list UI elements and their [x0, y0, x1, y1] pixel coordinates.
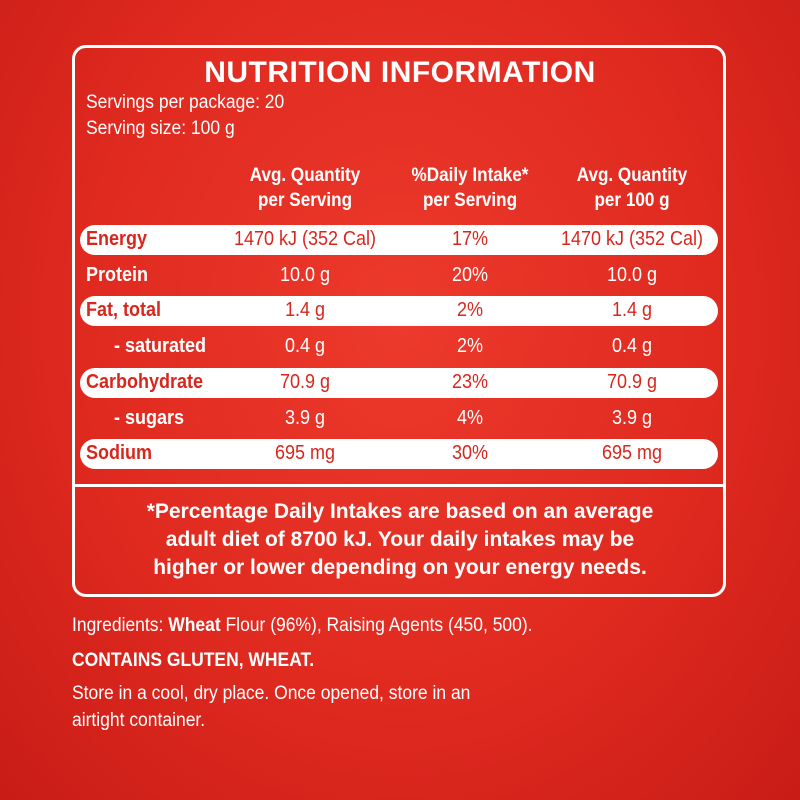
storage-line: Store in a cool, dry place. Once opened,… [72, 683, 471, 704]
title: NUTRITION INFORMATION [204, 56, 596, 89]
panel-border [72, 45, 726, 597]
servings: Servings per package: 20 [86, 92, 285, 113]
cell-value: 1470 kJ (352 Cal) [560, 228, 704, 250]
serving-size: Serving size: 100 g [86, 118, 235, 139]
row-label: Carbohydrate [86, 370, 204, 393]
table-row: Energy 1470 kJ (352 Cal) 17% 1470 kJ (352 C… [80, 225, 718, 255]
footnote-line: adult diet of 8700 kJ. Your daily intake… [165, 528, 635, 551]
cell-value: 20% [451, 263, 489, 286]
row-label: Sodium [86, 442, 153, 465]
table-row: Fat, total 1.4 g 2% 1.4 g [80, 296, 718, 327]
cell-value: 23% [451, 370, 489, 393]
row-label: Protein [86, 263, 149, 286]
cell-value: 695 mg [601, 442, 663, 465]
footnote-line: *Percentage Daily Intakes are based on a… [146, 500, 654, 523]
allergens: CONTAINS GLUTEN, WHEAT. [72, 650, 315, 671]
divider [72, 484, 726, 487]
cell-value: 70.9 g [279, 370, 331, 393]
cell-value: 2% [456, 299, 484, 322]
column-header: Avg. Quantity [576, 165, 688, 186]
ingredients-text: Ingredients: [72, 615, 169, 636]
cell-value: 30% [451, 442, 489, 465]
cell-value: 2% [456, 335, 484, 358]
storage-line: airtight container. [72, 710, 206, 731]
cell-value: 1470 kJ (352 Cal) [233, 228, 377, 250]
cell-value: 695 mg [274, 442, 336, 465]
cell-value: 17% [451, 228, 489, 250]
cell-value: 3.9 g [284, 406, 326, 429]
cell-value: 0.4 g [611, 335, 653, 358]
footnote-line: higher or lower depending on your energy… [153, 556, 647, 579]
table-row: - saturated 0.4 g 2% 0.4 g [80, 332, 718, 362]
table-row: Sodium 695 mg 30% 695 mg [80, 439, 718, 470]
cell-value: 1.4 g [611, 299, 653, 322]
row-label: Fat, total [86, 299, 162, 322]
cell-value: 1.4 g [284, 299, 326, 322]
cell-value: 0.4 g [284, 335, 326, 358]
column-header: per Serving [422, 190, 518, 211]
cell-value: 10.0 g [279, 263, 331, 286]
cell-value: 10.0 g [606, 263, 658, 286]
row-label: - sugars [114, 406, 185, 429]
table-row: - sugars 3.9 g 4% 3.9 g [80, 404, 718, 434]
row-label: Energy [86, 228, 148, 250]
table-row: Carbohydrate 70.9 g 23% 70.9 g [80, 367, 718, 398]
ingredients: Ingredients: Wheat Flour (96%), Raising … [72, 615, 533, 637]
column-header: Avg. Quantity [249, 165, 361, 186]
ingredients-bold: Wheat [168, 615, 221, 636]
cell-value: 4% [456, 406, 484, 429]
ingredients-text: Flour (96%), Raising Agents (450, 500). [220, 615, 533, 636]
column-header: per 100 g [594, 190, 670, 211]
table-row: Protein 10.0 g 20% 10.0 g [80, 261, 718, 291]
column-header: per Serving [257, 190, 353, 211]
cell-value: 3.9 g [611, 406, 653, 429]
row-label: - saturated [114, 335, 207, 358]
cell-value: 70.9 g [606, 370, 658, 393]
column-header: %Daily Intake* [411, 165, 529, 186]
